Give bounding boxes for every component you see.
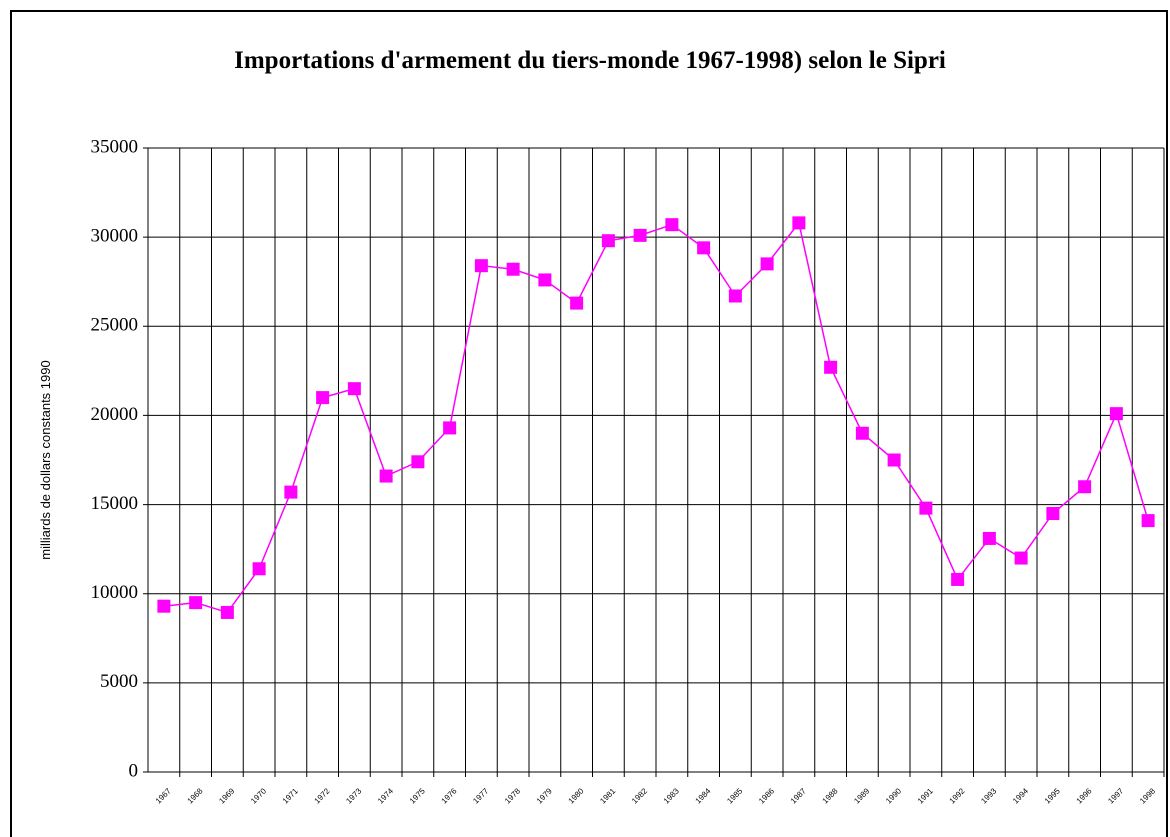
marker [379, 469, 393, 483]
y-tick-label: 35000 [91, 136, 139, 157]
marker [284, 485, 298, 499]
y-tick-label: 20000 [91, 404, 139, 425]
y-tick-label: 25000 [91, 315, 139, 336]
marker [443, 421, 457, 435]
marker [601, 234, 615, 248]
marker [474, 259, 488, 273]
marker [411, 455, 425, 469]
marker [697, 241, 711, 255]
y-tick-label: 10000 [91, 582, 139, 603]
marker [887, 453, 901, 467]
y-tick-label: 0 [129, 760, 139, 781]
marker [824, 360, 838, 374]
marker [570, 296, 584, 310]
marker [1109, 407, 1123, 421]
marker [347, 382, 361, 396]
marker [760, 257, 774, 271]
marker [792, 216, 806, 230]
y-tick-label: 30000 [91, 226, 139, 247]
marker [157, 599, 171, 613]
y-tick-label: 5000 [100, 671, 138, 692]
marker [220, 605, 234, 619]
marker [919, 501, 933, 515]
marker [633, 228, 647, 242]
marker [1046, 506, 1060, 520]
marker [1141, 514, 1155, 528]
marker [1014, 551, 1028, 565]
y-tick-label: 15000 [91, 493, 139, 514]
chart-frame [10, 10, 1168, 837]
y-axis-label: milliards de dollars constants 1990 [38, 360, 53, 559]
marker [855, 426, 869, 440]
marker [982, 531, 996, 545]
marker [189, 596, 203, 610]
chart-title: Importations d'armement du tiers-monde 1… [234, 47, 946, 74]
marker [538, 273, 552, 287]
marker [665, 218, 679, 232]
marker [506, 262, 520, 276]
marker [316, 391, 330, 405]
marker [951, 572, 965, 586]
marker [252, 562, 266, 576]
marker [728, 289, 742, 303]
marker [1078, 480, 1092, 494]
